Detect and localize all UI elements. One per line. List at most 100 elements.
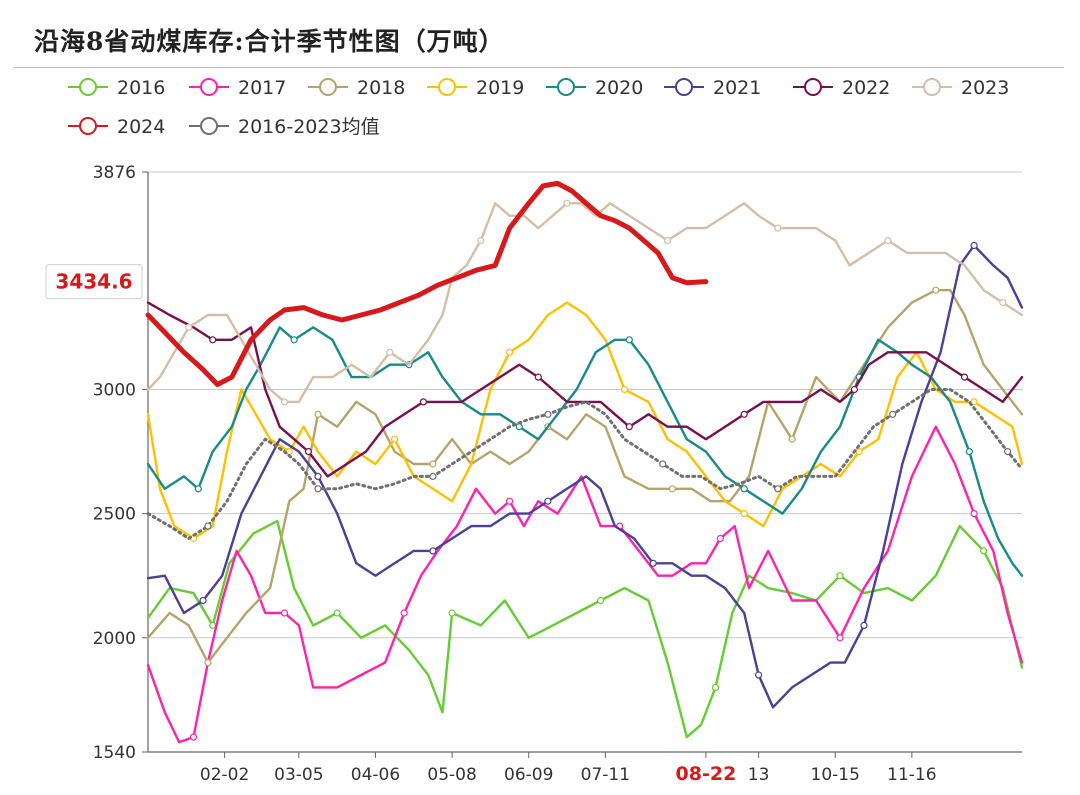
chart-title: 沿海8省动煤库存:合计季节性图（万吨） <box>34 27 505 56</box>
legend-swatch-circle <box>319 78 337 96</box>
y-tick-label: 3876 <box>93 163 136 183</box>
legend-item-2021[interactable]: 2021 <box>664 77 761 99</box>
series-point <box>189 733 198 741</box>
series-point <box>970 509 978 518</box>
series-point <box>836 634 844 642</box>
value-marker-label: 3434.6 <box>55 270 132 294</box>
series-point <box>970 241 978 250</box>
title-divider <box>14 67 1064 68</box>
y-tick-label: 3000 <box>93 381 136 401</box>
series-lines <box>145 180 1024 744</box>
y-tick-label: 2500 <box>93 505 136 525</box>
series-point <box>185 323 193 331</box>
legend-swatch-circle <box>675 78 693 96</box>
axes <box>147 172 1022 753</box>
x-tick-label: 06-09 <box>504 765 553 785</box>
series-point <box>999 299 1007 307</box>
legend-item-2018[interactable]: 2018 <box>308 77 405 99</box>
series-point <box>663 236 672 245</box>
series-point <box>290 336 298 344</box>
legend-item-2023[interactable]: 2023 <box>912 77 1009 99</box>
series-point <box>754 671 763 679</box>
series-point <box>836 572 844 580</box>
series-point <box>668 485 677 493</box>
series-point <box>194 485 202 493</box>
x-tick-label: 07-11 <box>581 765 630 785</box>
series-point <box>711 683 720 692</box>
series-point <box>740 509 748 518</box>
series-point <box>419 398 427 406</box>
x-tick-label: 13 <box>748 765 770 785</box>
legend-label: 2024 <box>117 116 165 138</box>
series-point <box>659 460 667 468</box>
x-tick-label: 04-06 <box>351 765 400 785</box>
series-point <box>386 348 394 356</box>
legend-swatch-circle <box>804 78 822 96</box>
legend-swatch-circle <box>79 117 97 135</box>
legend-item-2022[interactable]: 2022 <box>793 77 890 99</box>
series-point <box>515 423 523 431</box>
legend-swatch-circle <box>557 78 575 96</box>
series-point <box>774 224 782 232</box>
series-point <box>980 547 988 555</box>
series-line-2023 <box>146 202 1024 404</box>
series-point <box>649 559 657 567</box>
series-point <box>563 199 571 207</box>
x-tick-label: 05-08 <box>427 765 476 785</box>
series-point <box>204 658 212 667</box>
series-point <box>740 410 748 418</box>
series-point <box>209 336 217 344</box>
x-tick-label: 11-16 <box>887 765 936 785</box>
series-point <box>448 609 456 617</box>
series-point <box>855 448 863 456</box>
legend-item-2020[interactable]: 2020 <box>546 77 643 99</box>
series-point <box>429 547 437 555</box>
series-point <box>314 410 322 418</box>
series-point <box>280 609 289 617</box>
series-point <box>620 385 629 394</box>
series-point <box>960 373 969 381</box>
legend-item-2016-2023均值[interactable]: 2016-2023均值 <box>189 116 380 138</box>
legend-item-2017[interactable]: 2017 <box>189 77 286 99</box>
legend-label: 2019 <box>476 77 524 99</box>
series-point <box>965 448 973 456</box>
legend-swatch-circle <box>438 78 456 96</box>
legend-label: 2020 <box>595 77 643 99</box>
tick-labels: 1540 2000 2500 3000 3876 02-02 03-05 04-06 05-08… <box>93 163 937 785</box>
legend-item-2019[interactable]: 2019 <box>427 77 524 99</box>
series-point <box>625 423 633 431</box>
y-tick-label: 2000 <box>93 629 136 649</box>
series-point <box>889 410 897 418</box>
legend-label: 2021 <box>713 77 761 99</box>
x-tick-label: 10-15 <box>811 765 860 785</box>
legend-swatch-circle <box>923 78 941 96</box>
legend-item-2024[interactable]: 2024 <box>68 116 165 138</box>
legend-label: 2018 <box>357 77 405 99</box>
series-line-2021 <box>146 244 1024 709</box>
series-point <box>544 497 552 505</box>
x-tick-label: 03-05 <box>274 765 323 785</box>
legend-label: 2022 <box>842 77 890 99</box>
legend-swatch-circle <box>79 78 97 96</box>
x-tick-label: 08-22 <box>676 763 737 785</box>
series-point <box>716 534 724 543</box>
series-line-2016-2023均值 <box>146 388 1024 540</box>
legend[interactable]: 2016 2017 2018 2019 2020 2021 2022 2023 2024 2016… <box>68 77 1009 138</box>
x-tick-label: 02-02 <box>200 765 249 785</box>
series-point <box>314 485 322 493</box>
series-point <box>740 485 748 493</box>
series-point <box>429 460 437 468</box>
series-point <box>534 373 542 381</box>
legend-label: 2017 <box>238 77 286 99</box>
series-line-2016 <box>146 519 1024 739</box>
series-point <box>774 485 782 493</box>
legend-label: 2016-2023均值 <box>238 116 380 138</box>
series-point <box>506 348 514 356</box>
value-marker-box <box>45 264 143 300</box>
legend-label: 2016 <box>117 77 165 99</box>
legend-item-2016[interactable]: 2016 <box>68 77 165 99</box>
series-point <box>391 435 399 443</box>
legend-swatch-circle <box>200 117 218 135</box>
value-marker: 3434.6 <box>45 264 143 300</box>
